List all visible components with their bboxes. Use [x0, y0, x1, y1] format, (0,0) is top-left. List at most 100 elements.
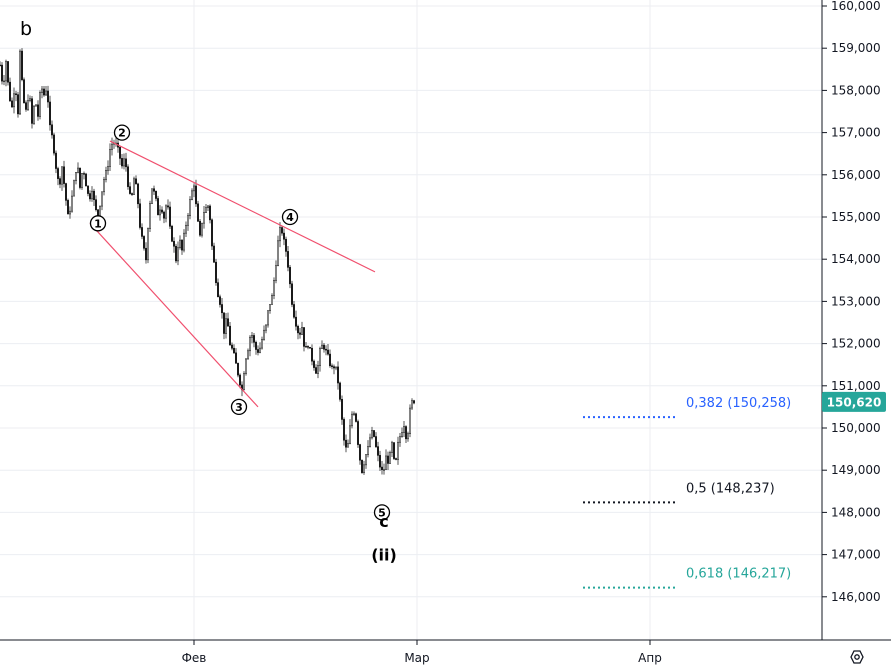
candle-body [386, 455, 389, 464]
candle-body [18, 50, 21, 115]
candle-body [89, 193, 92, 200]
candle-body [251, 335, 254, 338]
wave-circle [281, 208, 299, 226]
candle-body [266, 310, 269, 326]
candle-body [26, 100, 29, 110]
candle-body [272, 280, 275, 296]
x-tick-feb: Фев [182, 651, 207, 665]
candle-body [11, 100, 14, 108]
candle-body [270, 295, 273, 305]
candle-body [129, 186, 132, 194]
y-tick-label: 160,000 [831, 0, 881, 13]
candle-body [109, 149, 112, 167]
candle-body [105, 170, 108, 180]
candle-body [145, 247, 148, 261]
candle-body [205, 207, 208, 213]
candle-body [67, 200, 70, 215]
candle-body [292, 304, 295, 318]
candle-body [276, 240, 279, 266]
candle-body [362, 464, 365, 473]
candle-body [183, 232, 186, 251]
candle-body [282, 232, 285, 240]
candle-body [185, 224, 188, 234]
fib-label: 0,5 (148,237) [686, 481, 775, 496]
candle-body [262, 329, 265, 340]
candle-body [34, 104, 37, 107]
candle-body [306, 346, 309, 348]
wave-circle [89, 215, 107, 232]
candle-body [239, 374, 242, 386]
candle-body [324, 348, 327, 351]
candle-body [125, 158, 128, 168]
y-tick-label: 152,000 [831, 337, 881, 351]
candle-body [237, 363, 240, 376]
candle-body [159, 209, 162, 216]
candle-body [280, 227, 283, 234]
candle-body [75, 172, 78, 182]
y-tick-label: 155,000 [831, 210, 881, 224]
degree-label: (ii) [371, 546, 397, 565]
candle-body [87, 185, 90, 194]
candle-body [247, 350, 250, 360]
candle-body [65, 183, 68, 201]
wave-circle [230, 398, 248, 416]
candle-body [193, 185, 196, 192]
y-tick-label: 159,000 [831, 41, 881, 55]
candle-body [38, 92, 41, 117]
candle-body [320, 344, 323, 349]
candle-body [0, 64, 3, 82]
time-axis[interactable]: Фев Мар Апр [182, 640, 662, 665]
candle-body [191, 190, 194, 200]
candle-body [314, 367, 317, 374]
candle-body [161, 209, 164, 213]
candle-body [135, 178, 138, 185]
candle-body [0, 64, 1, 67]
candle-body [294, 316, 297, 327]
candle-body [356, 421, 359, 445]
candle-body [5, 61, 8, 82]
candle-body [56, 168, 59, 179]
y-tick-label: 151,000 [831, 379, 881, 393]
candle-body [213, 245, 216, 263]
candle-body [81, 173, 84, 188]
candle-body [123, 158, 126, 167]
candle-body [79, 167, 82, 188]
candle-body [36, 104, 39, 117]
candle-body [258, 347, 261, 353]
candle-body [284, 238, 287, 252]
candle-body [13, 93, 16, 108]
settings-gear-icon[interactable] [850, 650, 864, 664]
candle-body [103, 179, 106, 193]
corner-wave-label: b [20, 18, 32, 40]
candle-body [243, 373, 246, 391]
candle-body [346, 443, 349, 448]
candle-body [60, 166, 63, 185]
candle-body [48, 101, 51, 126]
candle-body [107, 166, 110, 171]
y-tick-label: 146,000 [831, 590, 881, 604]
candle-body [22, 79, 25, 104]
candle-body [380, 466, 383, 470]
candle-body [370, 430, 373, 439]
candle-body [249, 336, 252, 352]
candle-body [171, 225, 174, 242]
candle-body [394, 458, 397, 460]
candle-body [274, 265, 277, 281]
candle-body [221, 304, 224, 314]
candle-body [358, 444, 361, 461]
candle-body [406, 433, 409, 440]
candle-body [308, 346, 311, 349]
wave-circle [113, 124, 131, 141]
candle-body [141, 227, 144, 237]
candle-body [260, 339, 263, 349]
candle-body [245, 358, 248, 374]
candle-body [364, 454, 367, 466]
price-axis[interactable]: 160,000 159,000 158,000 157,000 156,000 155,0… [822, 0, 886, 604]
candle-body [137, 183, 140, 205]
candle-body [73, 180, 76, 197]
y-tick-label: 149,000 [831, 463, 881, 477]
candle-body [7, 61, 10, 83]
candle-body [169, 206, 172, 227]
candle-body [40, 88, 43, 93]
